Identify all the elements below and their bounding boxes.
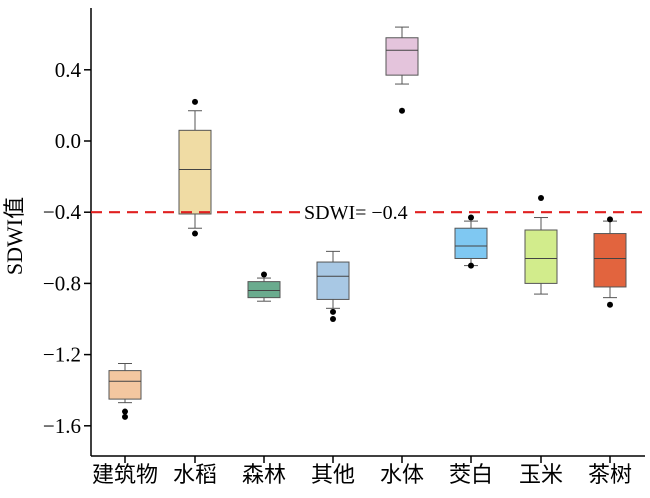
box-body — [247, 281, 281, 299]
outlier-point — [261, 271, 267, 278]
x-category-label: 茭白 — [449, 462, 493, 487]
box-body — [385, 37, 419, 76]
outlier-point — [468, 214, 474, 221]
y-tick-label: −0.4 — [43, 200, 82, 224]
x-category-label: 水稻 — [173, 462, 217, 487]
outlier-point — [330, 308, 336, 315]
boxes — [108, 26, 627, 420]
outlier-point — [122, 413, 128, 420]
x-category-label: 茶树 — [588, 462, 632, 487]
x-category-label: 水体 — [380, 462, 424, 487]
box-group — [593, 216, 627, 308]
y-tick-label: −0.8 — [43, 271, 81, 295]
box-group — [454, 214, 488, 269]
y-tick-label: 0.0 — [55, 129, 81, 153]
reference-label-background — [300, 200, 412, 225]
reference-label: SDWI= −0.4 — [304, 202, 408, 224]
y-ticks: 0.4 0.0 −0.4 −0.8 −1.2 −1.6 — [43, 58, 91, 438]
outlier-point — [192, 230, 198, 237]
outlier-point — [122, 408, 128, 415]
outlier-point — [607, 216, 613, 223]
x-category-label: 建筑物 — [92, 462, 158, 487]
box-group — [524, 194, 558, 295]
box-body — [108, 370, 142, 400]
outlier-point — [538, 194, 544, 201]
box-group — [316, 250, 350, 322]
y-tick-label: −1.6 — [43, 414, 81, 438]
outlier-point — [192, 98, 198, 105]
y-axis-label: SDWI值 — [2, 197, 27, 275]
y-tick-label: −1.2 — [43, 343, 81, 367]
outlier-point — [399, 107, 405, 114]
x-ticks: 建筑物 水稻 森林 其他 水体 茭白 玉米 茶树 — [92, 456, 632, 487]
outlier-point — [607, 301, 613, 308]
box-group — [385, 26, 419, 114]
reference-line-group: SDWI= −0.4 — [91, 200, 645, 225]
outlier-point — [468, 262, 474, 269]
box-body — [454, 227, 488, 259]
axes — [90, 8, 645, 457]
box-body — [524, 229, 558, 284]
box-body — [316, 261, 350, 300]
x-category-label: 森林 — [242, 462, 286, 487]
box-body — [593, 233, 627, 288]
box-body — [178, 129, 212, 215]
x-category-label: 玉米 — [519, 462, 563, 487]
box-group — [247, 271, 281, 302]
box-group — [108, 363, 142, 420]
outlier-point — [330, 316, 336, 322]
x-category-label: 其他 — [311, 462, 355, 487]
box-group — [178, 98, 212, 237]
y-tick-label: 0.4 — [55, 58, 82, 82]
